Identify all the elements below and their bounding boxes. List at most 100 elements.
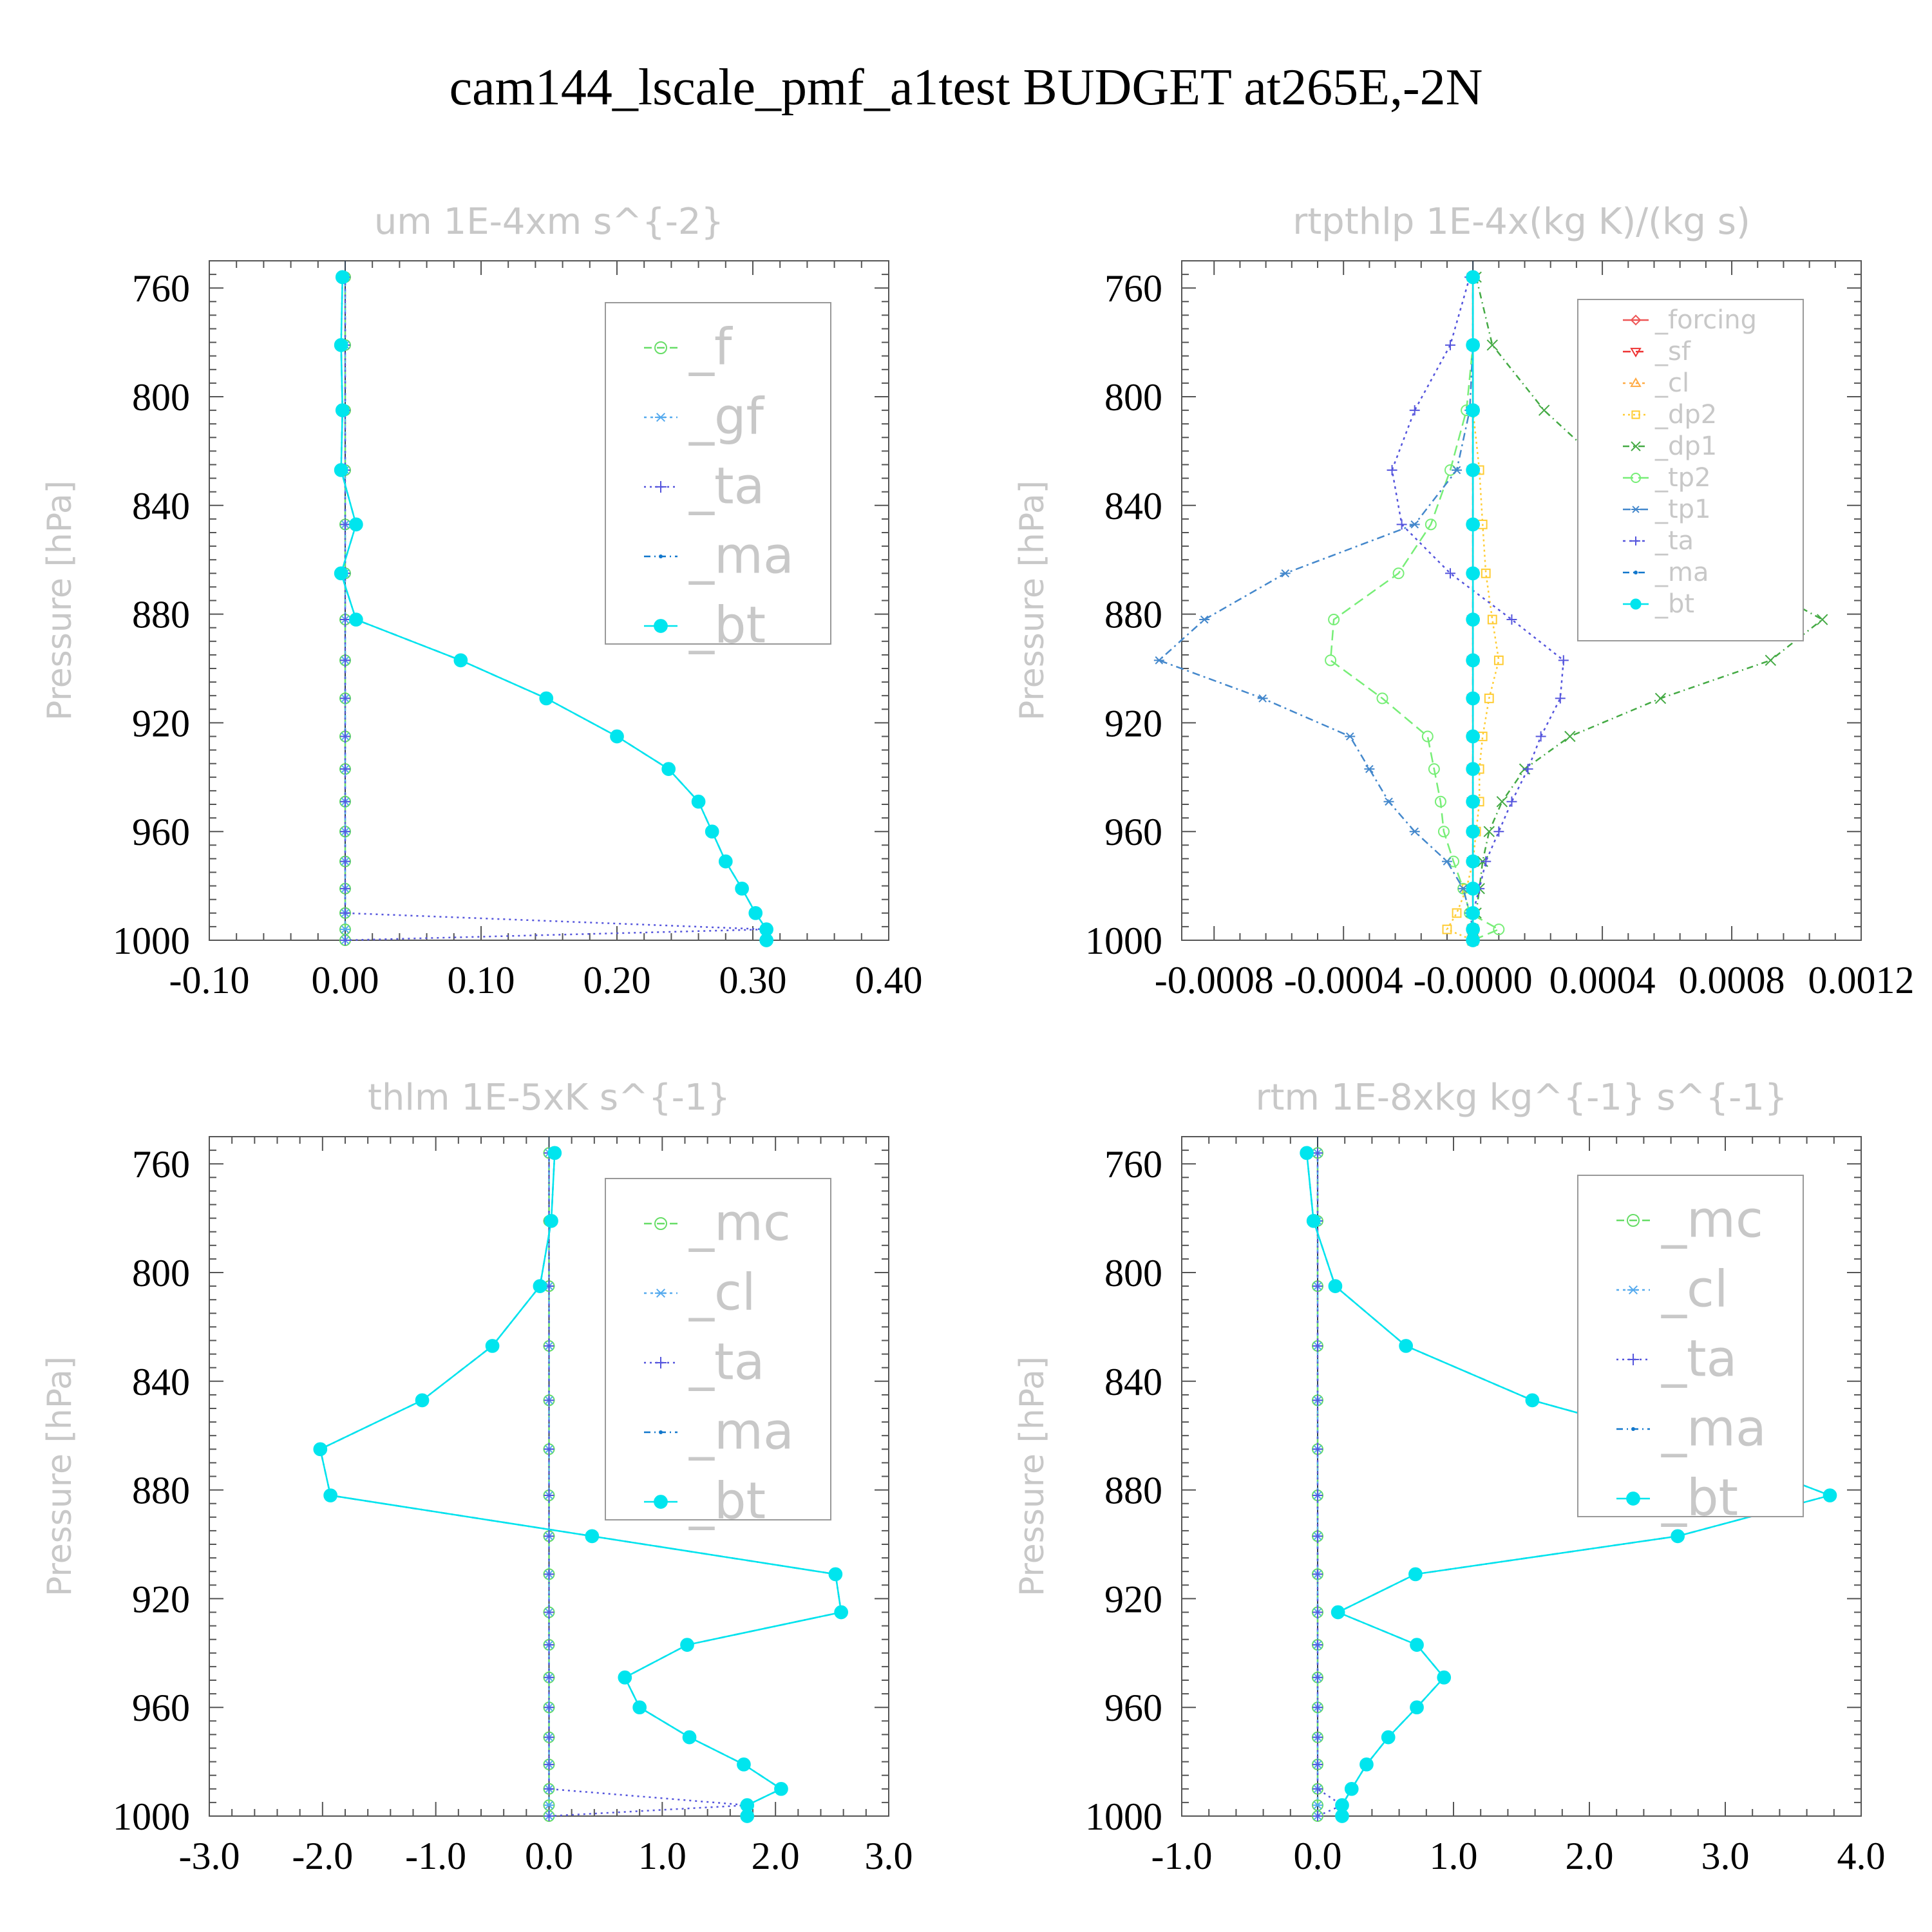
data-point (659, 554, 663, 558)
data-point (340, 731, 350, 742)
panel-title: um 1E-4xm s^{-2} (374, 201, 724, 243)
data-point (1671, 1529, 1685, 1544)
x-tick-label: 0.0 (525, 1835, 573, 1877)
data-point (1817, 614, 1828, 625)
y-tick-label: 840 (132, 485, 190, 527)
x-tick-label: -2.0 (292, 1835, 353, 1877)
legend-label: _bt (688, 597, 766, 655)
y-tick-label: 1000 (1085, 1795, 1162, 1838)
y-tick-label: 880 (1104, 1470, 1162, 1512)
figure-title: cam144_lscale_pmf_a1test BUDGET at265E,-… (450, 59, 1483, 116)
x-tick-label: 4.0 (1837, 1835, 1886, 1877)
data-point (533, 1279, 547, 1293)
x-tick-label: 0.20 (583, 959, 651, 1001)
data-point (1506, 796, 1517, 807)
data-point (1481, 568, 1491, 578)
data-point (340, 764, 350, 775)
data-point (1630, 377, 1642, 387)
y-tick-label: 1000 (113, 1795, 190, 1838)
data-point (1631, 536, 1640, 545)
data-point (1452, 466, 1463, 475)
legend-label: _bt (1661, 1470, 1738, 1528)
data-point (1312, 1490, 1323, 1501)
data-point (1483, 826, 1495, 837)
y-axis-label: Pressure [hPa] (41, 480, 79, 721)
y-tick-label: 920 (132, 1578, 190, 1620)
plot-frame (1181, 1136, 1862, 1817)
axis-ticks (1182, 260, 1862, 941)
y-tick-label: 880 (1104, 594, 1162, 636)
data-point (661, 762, 676, 776)
data-point (1626, 1492, 1640, 1506)
x-tick-label: -1.0 (1151, 1835, 1213, 1877)
data-point (1312, 1672, 1323, 1683)
data-point (323, 1488, 337, 1502)
legend-box (1577, 1175, 1804, 1517)
series-line (319, 1153, 842, 1816)
data-point (1409, 520, 1420, 529)
data-point (1466, 794, 1480, 809)
y-tick-label: 840 (1104, 1361, 1162, 1403)
data-point (1312, 1281, 1323, 1292)
data-point (1376, 692, 1388, 705)
data-point (1392, 567, 1405, 580)
data-point (1630, 598, 1642, 610)
data-point (1444, 339, 1455, 350)
data-point (1466, 566, 1480, 581)
y-tick-label: 760 (132, 267, 190, 310)
data-point (1328, 614, 1340, 626)
y-tick-label: 800 (1104, 1252, 1162, 1294)
data-point (1634, 571, 1638, 574)
legend-label: _sf (1654, 337, 1691, 366)
data-point (1312, 1640, 1323, 1651)
data-point (655, 412, 667, 422)
legend-label: _mc (688, 1195, 791, 1253)
data-point (1627, 1285, 1639, 1295)
data-point (1280, 569, 1291, 578)
x-tick-label: 1.0 (638, 1835, 687, 1877)
data-point (544, 1672, 554, 1683)
legend: _forcing_sf_cl_dp2_dp1_tp2_tp1_ta_ma_bt (1577, 299, 1804, 641)
data-point (1312, 1783, 1323, 1794)
data-point (1765, 654, 1777, 667)
data-point (1466, 517, 1480, 532)
data-point (1466, 854, 1480, 869)
plot-frame (1181, 260, 1862, 941)
data-point (335, 270, 350, 285)
data-point (544, 1569, 554, 1580)
series-line (1157, 277, 1474, 940)
y-tick-label: 920 (1104, 1578, 1162, 1620)
data-point (1555, 693, 1566, 704)
data-point (1437, 1670, 1452, 1685)
legend-box (605, 1178, 831, 1520)
data-point (585, 1529, 600, 1544)
data-point (415, 1393, 430, 1408)
data-point (654, 619, 668, 633)
data-point (1312, 1702, 1323, 1713)
legend-box (605, 302, 831, 645)
panels: um 1E-4xm s^{-2} Pressure [hPa] 760 800 840 8… (41, 201, 1915, 1877)
x-tick-label: 2.0 (1566, 1835, 1614, 1877)
data-point (654, 1217, 667, 1230)
data-point (544, 1732, 554, 1743)
data-point (705, 824, 719, 839)
data-point (1410, 1700, 1424, 1715)
data-point (655, 481, 667, 493)
chart-panel-1: um 1E-4xm s^{-2} Pressure [hPa] 760 800 840 8… (41, 201, 923, 1001)
data-point (453, 653, 468, 668)
data-point (544, 1801, 554, 1810)
data-point (610, 729, 624, 744)
data-point (1396, 519, 1407, 530)
legend-box (1577, 299, 1804, 641)
panel-title: thlm 1E-5xK s^{-1} (368, 1077, 730, 1119)
series-line (1446, 277, 1500, 942)
series-line (1316, 1153, 1344, 1817)
data-point (1312, 1148, 1323, 1159)
data-point (1381, 1730, 1396, 1745)
data-point (544, 1444, 554, 1455)
data-point (544, 1340, 554, 1351)
data-point (828, 1567, 843, 1582)
data-point (654, 1495, 668, 1509)
data-point (340, 614, 350, 625)
x-tick-label: 0.40 (855, 959, 923, 1001)
